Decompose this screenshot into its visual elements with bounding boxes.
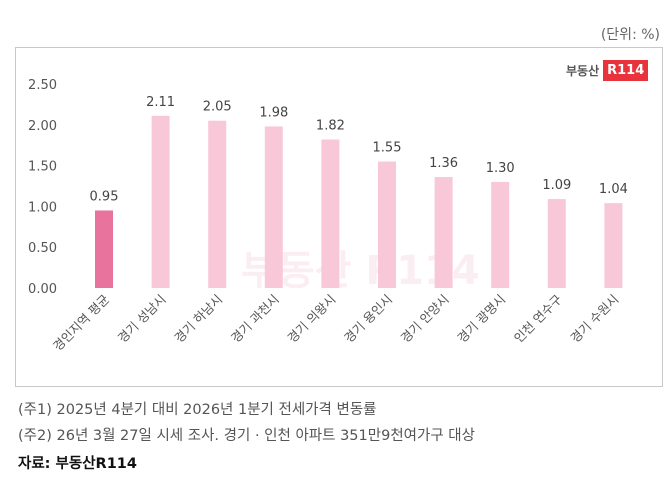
bar — [378, 161, 396, 288]
data-label: 1.55 — [373, 141, 402, 156]
y-tick-label: 1.00 — [28, 200, 57, 215]
data-label: 2.11 — [146, 95, 175, 110]
bar — [151, 115, 170, 288]
data-label: 1.36 — [429, 156, 458, 171]
unit-label: (단위: %) — [600, 27, 660, 43]
x-tick-label: 경기 의왕시 — [284, 292, 338, 346]
bar — [95, 210, 113, 288]
note-1: (주1) 2025년 4분기 대비 2026년 1분기 전세가격 변동률 — [18, 402, 377, 418]
data-label: 1.04 — [599, 182, 628, 197]
data-label: 1.98 — [259, 105, 288, 120]
x-tick-label: 경기 광명시 — [454, 292, 508, 346]
x-tick-label: 경기 과천시 — [228, 292, 282, 346]
bar — [434, 177, 453, 288]
y-tick-label: 1.50 — [28, 160, 57, 175]
data-label: 2.05 — [203, 100, 232, 115]
bar — [547, 199, 566, 288]
y-tick-label: 2.00 — [28, 119, 57, 134]
x-tick-label: 인천 연수구 — [511, 292, 565, 346]
y-tick-label: 2.50 — [28, 78, 57, 93]
data-label: 1.82 — [316, 118, 345, 133]
x-tick-label: 경기 하남시 — [171, 292, 225, 346]
bar-chart: 0.00 0.50 1.00 1.50 2.00 2.50 0.95 경인지역 평균 2.11 경… — [28, 78, 628, 354]
bar — [321, 139, 340, 288]
source: 자료: 부동산R114 — [18, 456, 137, 472]
bar — [604, 203, 623, 288]
x-tick-label: 경기 안양시 — [398, 292, 452, 346]
data-label: 1.09 — [542, 178, 571, 193]
y-tick-label: 0.00 — [28, 282, 57, 297]
logo: 부동산 R114 — [566, 60, 649, 81]
data-label: 1.30 — [486, 161, 515, 176]
bar — [208, 120, 227, 288]
y-tick-label: 0.50 — [28, 241, 57, 256]
note-2: (주2) 26년 3월 27일 시세 조사. 경기 · 인천 아파트 351만9… — [18, 428, 475, 444]
x-tick-label: 경기 수원시 — [567, 292, 621, 346]
data-label: 0.95 — [90, 189, 119, 204]
x-tick-label: 경인지역 평균 — [50, 292, 112, 354]
bar — [491, 181, 510, 288]
bar — [264, 126, 283, 288]
x-tick-label: 경기 성남시 — [115, 292, 169, 346]
x-tick-label: 경기 용인시 — [341, 292, 395, 346]
